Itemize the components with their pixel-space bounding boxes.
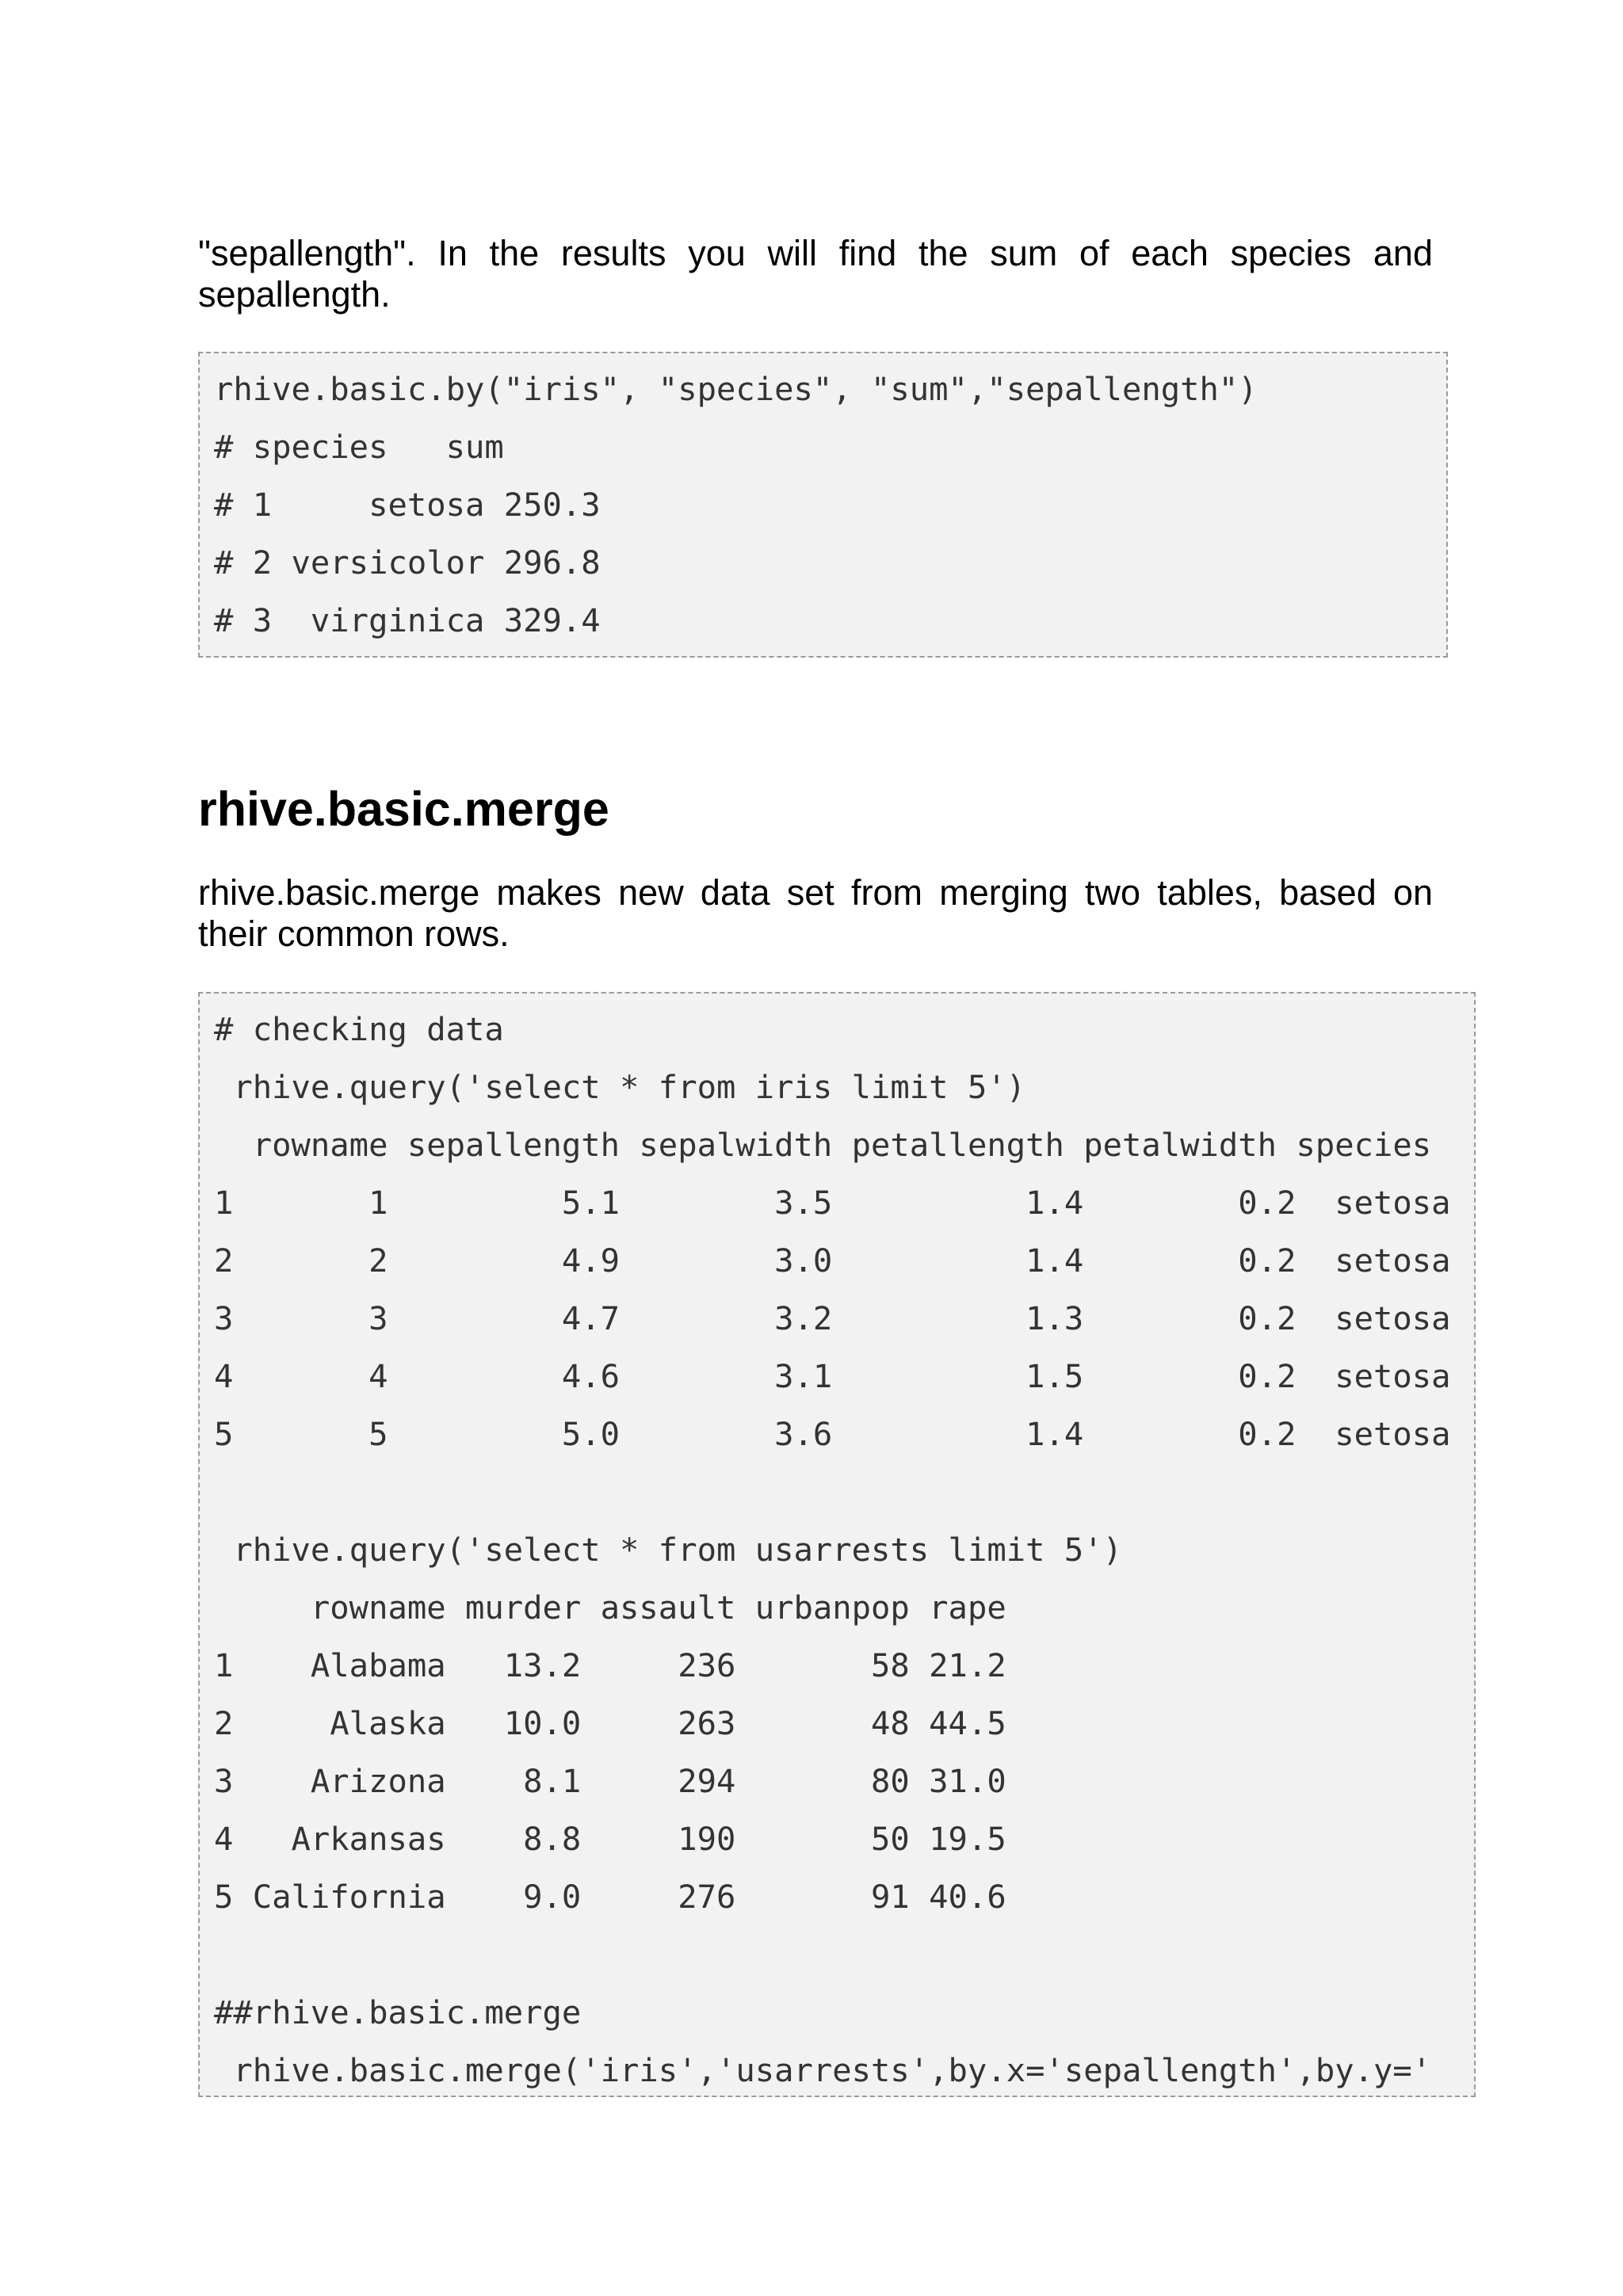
code-line: 5 5 5.0 3.6 1.4 0.2 setosa: [214, 1415, 1451, 1453]
intro-paragraph: "sepallength". In the results you will f…: [198, 233, 1433, 315]
code-line: rhive.basic.merge('iris','usarrests',by.…: [214, 2051, 1432, 2089]
code-line: rhive.query('select * from usarrests lim…: [214, 1531, 1123, 1569]
code-line: 2 Alaska 10.0 263 48 44.5: [214, 1704, 1006, 1742]
code-block-basic-merge: # checking data rhive.query('select * fr…: [198, 992, 1476, 2097]
intro-line: "sepallength". In the results you will f…: [198, 233, 1433, 273]
code-line: 1 Alabama 13.2 236 58 21.2: [214, 1646, 1006, 1684]
code-line: ##rhive.basic.merge: [214, 1993, 582, 2031]
code-line: 4 Arkansas 8.8 190 50 19.5: [214, 1820, 1006, 1858]
code-line: 3 3 4.7 3.2 1.3 0.2 setosa: [214, 1299, 1451, 1337]
section-description: rhive.basic.merge makes new data set fro…: [198, 872, 1433, 955]
code-line: 3 Arizona 8.1 294 80 31.0: [214, 1762, 1006, 1800]
section-heading: rhive.basic.merge: [198, 782, 609, 836]
code-line: # 1 setosa 250.3: [214, 486, 601, 524]
code-line: rowname murder assault urbanpop rape: [214, 1589, 1006, 1627]
description-line: rhive.basic.merge makes new data set fro…: [198, 872, 1433, 913]
code-line: # checking data: [214, 1010, 504, 1048]
code-line: 2 2 4.9 3.0 1.4 0.2 setosa: [214, 1241, 1451, 1280]
code-line: rhive.query('select * from iris limit 5'…: [214, 1068, 1026, 1106]
code-line: 4 4 4.6 3.1 1.5 0.2 setosa: [214, 1357, 1451, 1395]
description-line: their common rows.: [198, 913, 510, 954]
code-line: 1 1 5.1 3.5 1.4 0.2 setosa: [214, 1184, 1451, 1222]
code-line: 5 California 9.0 276 91 40.6: [214, 1878, 1006, 1916]
code-block-basic-by: rhive.basic.by("iris", "species", "sum",…: [198, 352, 1448, 658]
code-line: # species sum: [214, 428, 504, 466]
code-line: # 2 versicolor 296.8: [214, 543, 601, 582]
code-line: # 3 virginica 329.4: [214, 601, 601, 639]
code-line: rhive.basic.by("iris", "species", "sum",…: [214, 370, 1258, 408]
intro-line: sepallength.: [198, 274, 391, 315]
code-line: rowname sepallength sepalwidth petalleng…: [214, 1126, 1432, 1164]
